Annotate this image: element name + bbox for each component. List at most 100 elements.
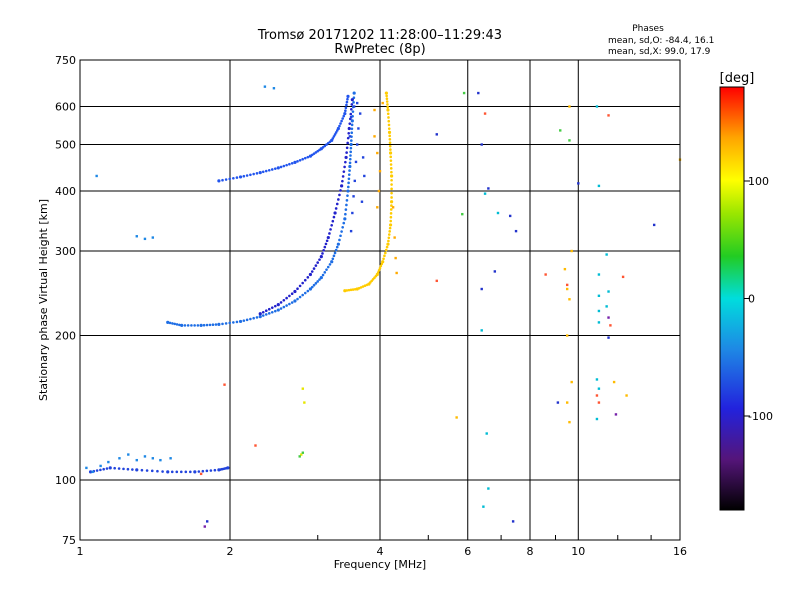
- chart-subtitle: RwPretec (8p): [334, 42, 425, 57]
- trace-point: [325, 268, 328, 271]
- scatter-point: [614, 413, 618, 416]
- trace-point: [131, 468, 134, 471]
- scatter-point: [483, 112, 487, 115]
- trace-point: [224, 178, 228, 181]
- trace-point: [348, 122, 352, 125]
- scatter-point: [127, 453, 130, 456]
- trace-point: [387, 119, 391, 123]
- scatter-point: [135, 458, 138, 462]
- trace-point: [390, 178, 393, 182]
- trace-point: [325, 143, 328, 146]
- trace-point: [357, 286, 361, 290]
- scatter-point: [348, 135, 352, 138]
- trace-point: [318, 258, 321, 261]
- trace-point: [267, 168, 271, 172]
- scatter-point: [605, 253, 608, 256]
- scatter-point: [205, 520, 209, 523]
- scatter-point: [85, 466, 88, 470]
- trace-point: [296, 297, 299, 301]
- scatter-point: [151, 457, 155, 460]
- trace-point: [333, 133, 337, 136]
- scatter-point: [272, 87, 276, 90]
- trace-point: [238, 319, 243, 324]
- trace-point: [334, 207, 338, 210]
- colorbar-tick-label: 100: [748, 175, 769, 188]
- trace-point: [339, 189, 342, 192]
- trace-point: [252, 172, 255, 176]
- trace-point: [377, 268, 381, 272]
- colorbar-tick-label: -100: [748, 410, 773, 423]
- trace-point: [343, 289, 347, 293]
- trace-point: [385, 97, 389, 101]
- trace-point: [347, 173, 351, 176]
- scatter-point: [605, 305, 608, 308]
- trace-point: [306, 155, 310, 159]
- scatter-point: [568, 105, 571, 108]
- scatter-point: [462, 91, 466, 95]
- trace-point: [183, 324, 187, 327]
- trace-point: [282, 305, 286, 309]
- scatter-point: [609, 324, 612, 327]
- trace-point: [310, 285, 314, 289]
- trace-point: [298, 158, 302, 162]
- scatter-point: [263, 85, 267, 88]
- trace-point: [209, 469, 213, 472]
- trace-point: [308, 287, 313, 291]
- scatter-point: [394, 256, 397, 260]
- trace-point: [293, 289, 297, 294]
- trace-point: [102, 467, 105, 471]
- trace-point: [267, 312, 271, 315]
- trace-point: [303, 278, 307, 282]
- trace-point: [258, 315, 262, 319]
- scatter-point: [493, 270, 497, 273]
- scatter-point: [461, 212, 464, 216]
- scatter-point: [577, 182, 580, 185]
- trace-point: [332, 135, 336, 138]
- trace-point: [285, 163, 288, 167]
- trace-point: [326, 235, 330, 240]
- scatter-point: [358, 112, 362, 115]
- scatter-point: [597, 321, 601, 324]
- trace-point: [312, 152, 316, 155]
- trace-point: [175, 470, 179, 474]
- trace-point: [321, 146, 325, 149]
- y-tick-label: 400: [55, 185, 76, 198]
- trace-point: [276, 302, 280, 307]
- scatter-point: [151, 236, 155, 239]
- trace-point: [386, 242, 390, 246]
- trace-point: [347, 126, 351, 131]
- trace-point: [390, 191, 393, 195]
- trace-point: [168, 321, 172, 325]
- trace-point: [345, 103, 348, 107]
- trace-point: [345, 146, 349, 150]
- trace-point: [348, 164, 352, 169]
- scatter-point: [597, 387, 601, 390]
- phase-heading: Phases: [632, 24, 664, 34]
- scatter-point: [378, 169, 382, 173]
- scatter-point: [595, 378, 599, 381]
- trace-point: [319, 255, 323, 259]
- trace-point: [264, 309, 268, 313]
- trace-point: [270, 168, 274, 171]
- scatter-point: [565, 401, 569, 404]
- trace-point: [349, 154, 352, 157]
- trace-point: [171, 322, 174, 325]
- trace-point: [386, 108, 390, 112]
- trace-point: [285, 304, 288, 307]
- trace-point: [199, 323, 203, 327]
- trace-point: [342, 221, 346, 225]
- trace-point: [337, 198, 340, 201]
- trace-point: [293, 160, 297, 164]
- trace-point: [350, 139, 353, 142]
- scatter-point: [597, 294, 601, 297]
- trace-point: [341, 179, 344, 183]
- scatter-point: [435, 279, 438, 283]
- trace-point: [316, 280, 319, 283]
- trace-point: [105, 467, 109, 470]
- trace-point: [267, 307, 271, 311]
- trace-point: [387, 130, 392, 134]
- trace-point: [350, 131, 354, 135]
- scatter-point: [607, 114, 610, 117]
- trace-point: [279, 165, 283, 169]
- scatter-point: [381, 101, 384, 105]
